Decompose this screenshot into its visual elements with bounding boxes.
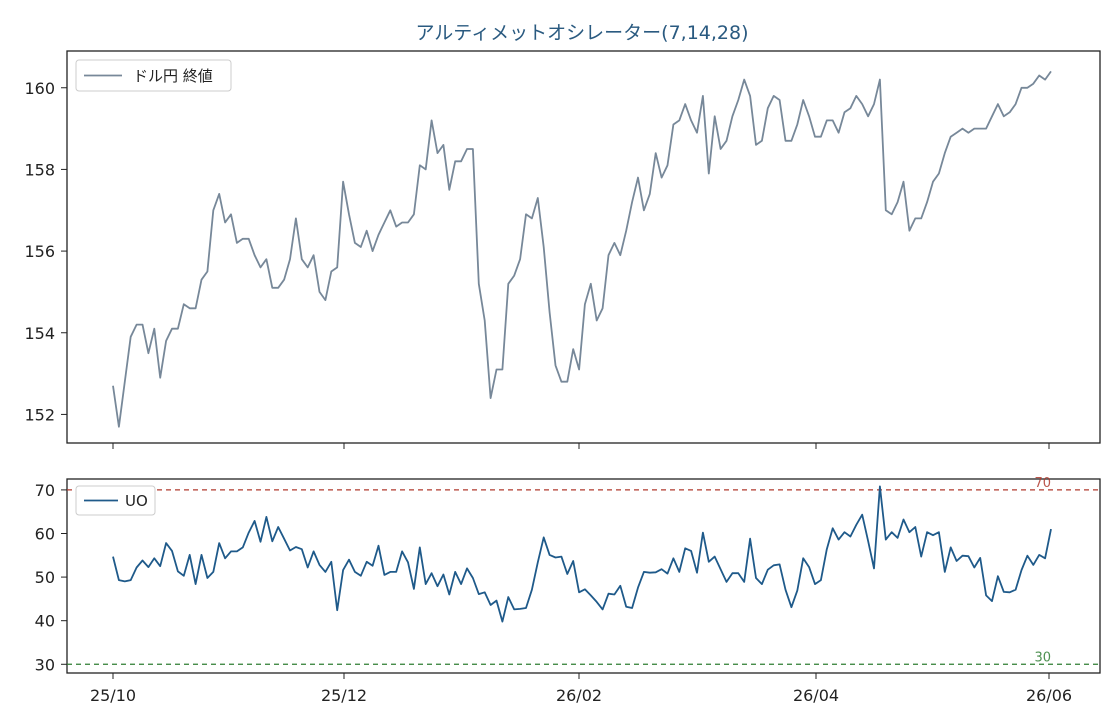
uo-y-axis: 30 40 50 60 70: [35, 481, 67, 674]
uo-x-tick-label: 25/12: [321, 686, 367, 705]
uo-legend: UO: [75, 485, 156, 516]
price-y-axis: 152 154 156 158 160: [24, 79, 67, 424]
price-series-line: [112, 70, 1052, 428]
uo-x-tick-label: 25/10: [90, 686, 136, 705]
uo-y-tick-label: 50: [35, 568, 55, 587]
price-legend-box: [75, 59, 232, 92]
reference-line-label-30: 30: [1034, 650, 1051, 665]
uo-x-tick-label: 26/02: [556, 686, 602, 705]
price-legend: ドル円 終値: [75, 59, 232, 92]
uo-x-axis: 25/10 25/12 26/02 26/04 26/06: [90, 673, 1072, 705]
price-y-tick-label: 158: [24, 160, 55, 179]
uo-x-tick-label: 26/06: [1026, 686, 1072, 705]
price-x-axis: [112, 443, 1050, 449]
uo-reference-lines: 70 30: [67, 476, 1100, 665]
uo-y-tick-label: 70: [35, 481, 55, 500]
uo-y-tick-label: 60: [35, 524, 55, 543]
uo-x-tick-label: 26/04: [793, 686, 839, 705]
price-y-tick-label: 152: [24, 405, 55, 424]
price-plot-frame: [66, 50, 1101, 444]
uo-plot-frame: [66, 478, 1101, 674]
uo-series: [112, 485, 1052, 623]
uo-legend-label: UO: [125, 492, 148, 510]
price-y-tick-label: 160: [24, 79, 55, 98]
price-panel: 152 154 156 158 160 ドル円 終値: [24, 50, 1101, 449]
price-y-tick-label: 156: [24, 242, 55, 261]
uo-series-line: [112, 485, 1052, 623]
reference-line-label-70: 70: [1034, 476, 1051, 491]
uo-y-tick-label: 30: [35, 655, 55, 674]
chart-title: アルティメットオシレーター(7,14,28): [415, 22, 748, 44]
price-legend-label: ドル円 終値: [133, 67, 213, 85]
price-series: [112, 70, 1052, 428]
uo-y-tick-label: 40: [35, 612, 55, 631]
price-y-tick-label: 154: [24, 324, 55, 343]
